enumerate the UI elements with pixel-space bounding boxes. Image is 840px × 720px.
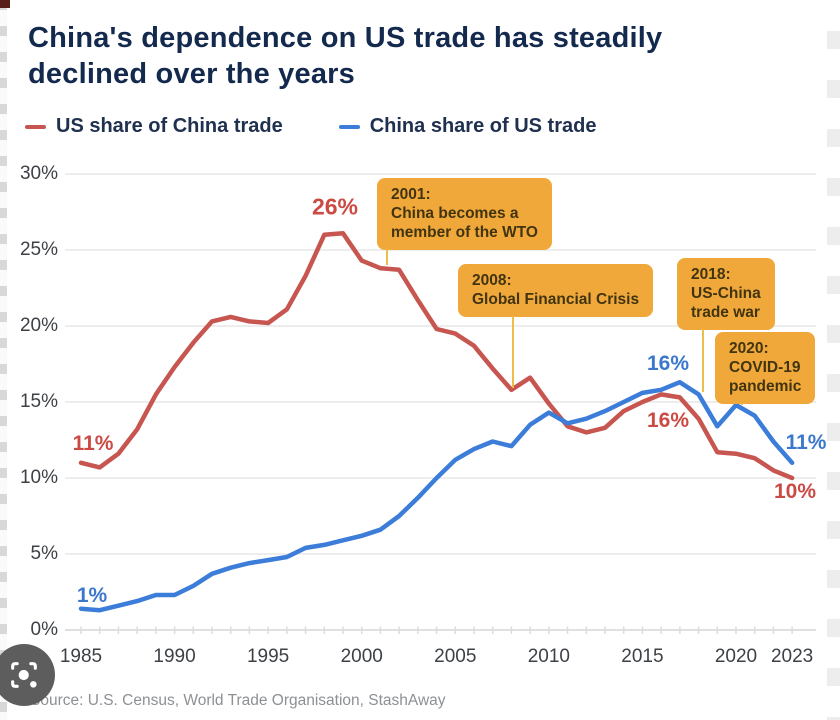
legend: US share of China trade China share of U… — [25, 115, 596, 138]
annotation-text-line: trade war — [691, 304, 760, 321]
data-point-label: 26% — [311, 193, 359, 220]
annotation-connector — [702, 329, 704, 392]
y-tick-label: 10% — [19, 467, 58, 488]
page-title-line2: declined over the years — [28, 58, 355, 90]
x-tick-label: 1985 — [59, 646, 103, 667]
y-tick-label: 20% — [19, 315, 58, 336]
page-title: China's dependence on US trade has stead… — [28, 20, 808, 92]
annotation-text-line: 2008: — [472, 272, 512, 289]
annotation-callout: 2020: COVID-19 pandemic — [715, 332, 816, 404]
annotation-text-line: US-China — [691, 285, 761, 302]
annotation-connector — [386, 249, 388, 265]
annotation-connector — [512, 316, 514, 388]
annotation-callout: 2018: US-China trade war — [677, 258, 775, 330]
legend-label: China share of US trade — [369, 115, 597, 137]
annotation-text-line: 2001: — [391, 186, 431, 203]
data-point-label: 11% — [72, 432, 114, 455]
annotation-text-line: China becomes a — [391, 205, 519, 222]
x-tick-label: 2005 — [434, 646, 477, 667]
annotation-text-line: member of the WTO — [391, 224, 538, 241]
y-tick-label: 0% — [30, 619, 58, 640]
data-point-label: 1% — [76, 584, 108, 607]
y-tick-label: 5% — [30, 543, 58, 564]
source-attribution: Source: U.S. Census, World Trade Organis… — [30, 692, 446, 709]
x-tick-label: 1990 — [153, 646, 196, 667]
legend-swatch-red — [25, 124, 46, 129]
y-tick-label: 30% — [19, 163, 58, 184]
legend-item-us-share-of-china-trade: US share of China trade — [25, 115, 283, 138]
annotation-text-line: pandemic — [729, 378, 802, 395]
legend-label: US share of China trade — [56, 115, 283, 137]
data-point-label: 16% — [646, 352, 690, 375]
annotation-connector — [741, 403, 743, 405]
right-edge-rail — [827, 0, 840, 720]
legend-swatch-blue — [338, 124, 360, 129]
y-tick-label: 15% — [19, 391, 58, 412]
left-edge-rail — [0, 0, 7, 720]
y-tick-label: 25% — [19, 239, 58, 260]
corner-mark — [0, 0, 10, 8]
annotation-text-line: COVID-19 — [729, 359, 801, 376]
annotation-callout: 2001: China becomes a member of the WTO — [377, 178, 552, 250]
annotation-callout: 2008: Global Financial Crisis — [458, 264, 654, 317]
annotation-text-line: 2018: — [691, 266, 731, 283]
screenshot-lens-button[interactable] — [0, 644, 55, 706]
x-tick-label: 2023 — [770, 646, 814, 667]
annotation-text-line: 2020: — [729, 340, 769, 357]
x-tick-label: 2015 — [621, 646, 664, 667]
x-tick-label: 2020 — [714, 646, 758, 667]
annotation-text-line: Global Financial Crisis — [472, 291, 640, 308]
data-point-label: 10% — [773, 480, 817, 503]
x-tick-label: 2010 — [527, 646, 570, 667]
data-point-label: 11% — [785, 431, 827, 454]
legend-item-china-share-of-us-trade: China share of US trade — [338, 115, 597, 138]
page-title-line1: China's dependence on US trade has stead… — [28, 22, 663, 54]
screenshot-lens-icon — [11, 662, 37, 688]
data-point-label: 16% — [646, 409, 690, 432]
x-tick-label: 2000 — [340, 646, 383, 667]
x-tick-label: 1995 — [246, 646, 290, 667]
